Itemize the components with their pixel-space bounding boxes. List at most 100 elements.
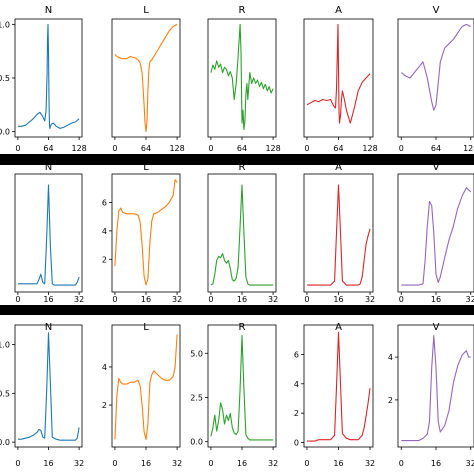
x-tick-label-n-1: 64: [43, 144, 53, 153]
axes-frame-l-1: [111, 18, 181, 138]
subplot-l-1: L 0 64 128: [111, 5, 185, 153]
series-line-a-1: [306, 23, 371, 124]
x-tick-label-l-2: 16: [141, 295, 151, 304]
x-tick-label-r-3: 16: [237, 459, 247, 468]
y-tick-label-n-1: 0.0: [0, 128, 10, 137]
y-tick-label-l-3: 2: [102, 401, 107, 410]
x-tick-label-v-1: 0: [399, 144, 404, 153]
subplot-title-v-2: V: [433, 162, 440, 173]
subplot-v-2: V 0 16 32: [397, 162, 474, 304]
subplot-n-2: N 0 16 32: [14, 162, 84, 304]
subplot-title-l-1: L: [143, 5, 149, 16]
y-tick-label-n-1: 1.0: [0, 20, 10, 29]
subplot-title-a-2: A: [335, 162, 342, 173]
subplot-r-3: R 0 16 32 0.0 2.5 5.0: [190, 322, 278, 468]
series-line-n-1: [17, 23, 80, 129]
row-separator: [0, 305, 474, 315]
x-tick-label-a-1: 64: [333, 144, 343, 153]
series-line-n-3: [17, 332, 80, 441]
x-tick-label-l-2: 32: [172, 295, 182, 304]
x-tick-label-a-3: 0: [304, 459, 309, 468]
subplot-l-2: L 0 16 32 2 4 6: [102, 162, 182, 304]
x-tick-label-r-3: 0: [208, 459, 213, 468]
x-tick-label-v-1: 64: [431, 144, 441, 153]
subplot-title-v-3: V: [433, 322, 440, 333]
x-tick-label-v-3: 0: [399, 459, 404, 468]
x-tick-label-n-2: 16: [43, 295, 53, 304]
y-tick-label-a-3: 6: [294, 350, 299, 359]
x-tick-label-a-2: 32: [365, 295, 375, 304]
y-tick-label-a-3: 4: [294, 380, 299, 389]
series-line-a-3: [307, 331, 371, 442]
y-tick-label-r-3: 0.0: [190, 438, 203, 447]
x-tick-label-l-1: 128: [169, 144, 184, 153]
x-tick-label-a-1: 0: [304, 144, 309, 153]
series-line-v-2: [401, 187, 472, 286]
x-tick-label-r-2: 32: [268, 295, 278, 304]
x-tick-label-l-3: 32: [172, 459, 182, 468]
subplot-title-a-1: A: [335, 5, 342, 16]
subplot-title-r-1: R: [239, 5, 246, 16]
subplot-v-3: V 0 16 32 2 4: [388, 322, 474, 468]
y-tick-label-v-3: 4: [388, 353, 393, 362]
x-tick-label-v-2: 16: [431, 295, 441, 304]
subplot-title-r-3: R: [239, 322, 246, 333]
subplot-title-v-1: V: [433, 5, 440, 16]
y-tick-label-r-3: 2.5: [190, 393, 203, 402]
subplot-r-1: R 0 64 128: [207, 5, 281, 153]
x-tick-label-a-3: 16: [333, 459, 343, 468]
x-tick-label-v-3: 32: [466, 459, 474, 468]
x-tick-label-r-2: 0: [208, 295, 213, 304]
x-tick-label-r-1: 64: [237, 144, 247, 153]
x-tick-label-n-3: 32: [74, 459, 84, 468]
series-line-l-3: [114, 334, 178, 440]
series-line-v-3: [401, 335, 471, 442]
subplot-l-3: L 0 16 32 2 4: [102, 322, 182, 468]
subplot-title-n-1: N: [45, 5, 52, 16]
y-tick-label-n-3: 0.0: [0, 438, 10, 447]
series-line-r-1: [210, 23, 274, 131]
y-tick-label-l-2: 4: [102, 227, 107, 236]
x-tick-label-n-1: 0: [15, 144, 20, 153]
y-tick-label-l-3: 4: [102, 363, 107, 372]
x-tick-label-n-2: 0: [15, 295, 20, 304]
y-tick-label-n-1: 0.5: [0, 74, 10, 83]
x-tick-label-v-2: 32: [466, 295, 474, 304]
subplot-n-3: N 0 16 32 0.0 0.5 1.0: [0, 322, 84, 468]
subplot-title-n-3: N: [45, 322, 52, 333]
x-tick-label-l-3: 16: [141, 459, 151, 468]
x-tick-label-n-3: 16: [43, 459, 53, 468]
x-tick-label-l-3: 0: [112, 459, 117, 468]
subplot-a-2: A 0 16 32: [303, 162, 375, 304]
axes-frame-l-2: [111, 173, 181, 293]
x-tick-label-v-1: 128: [463, 144, 474, 153]
x-tick-label-a-2: 0: [304, 295, 309, 304]
row-separator: [0, 154, 474, 165]
x-tick-label-a-1: 128: [362, 144, 377, 153]
axes-frame-l-3: [111, 324, 181, 448]
x-tick-label-n-2: 32: [74, 295, 84, 304]
series-line-r-2: [210, 184, 274, 286]
y-tick-label-l-2: 6: [102, 198, 107, 207]
x-tick-label-l-1: 0: [112, 144, 117, 153]
x-tick-label-r-2: 16: [237, 295, 247, 304]
subplot-a-1: A 0 64 128: [303, 5, 378, 153]
x-tick-label-v-3: 16: [431, 459, 441, 468]
y-tick-label-l-2: 2: [102, 255, 107, 264]
series-line-r-3: [210, 335, 274, 441]
subplot-a-3: A 0 16 32 0 2 4 6: [294, 322, 375, 468]
subplot-title-a-3: A: [335, 322, 342, 333]
subplot-title-r-2: R: [239, 162, 246, 173]
series-line-v-1: [400, 23, 471, 111]
x-tick-label-r-1: 0: [208, 144, 213, 153]
x-tick-label-r-3: 32: [268, 459, 278, 468]
series-line-a-2: [307, 184, 371, 286]
y-tick-label-n-3: 1.0: [0, 341, 10, 350]
subplot-n-1: N 0 64 128 0.0 0.5 1.0: [0, 5, 87, 153]
y-tick-label-a-3: 2: [294, 409, 299, 418]
x-tick-label-v-2: 0: [399, 295, 404, 304]
x-tick-label-l-1: 64: [141, 144, 151, 153]
series-line-l-2: [114, 179, 178, 286]
